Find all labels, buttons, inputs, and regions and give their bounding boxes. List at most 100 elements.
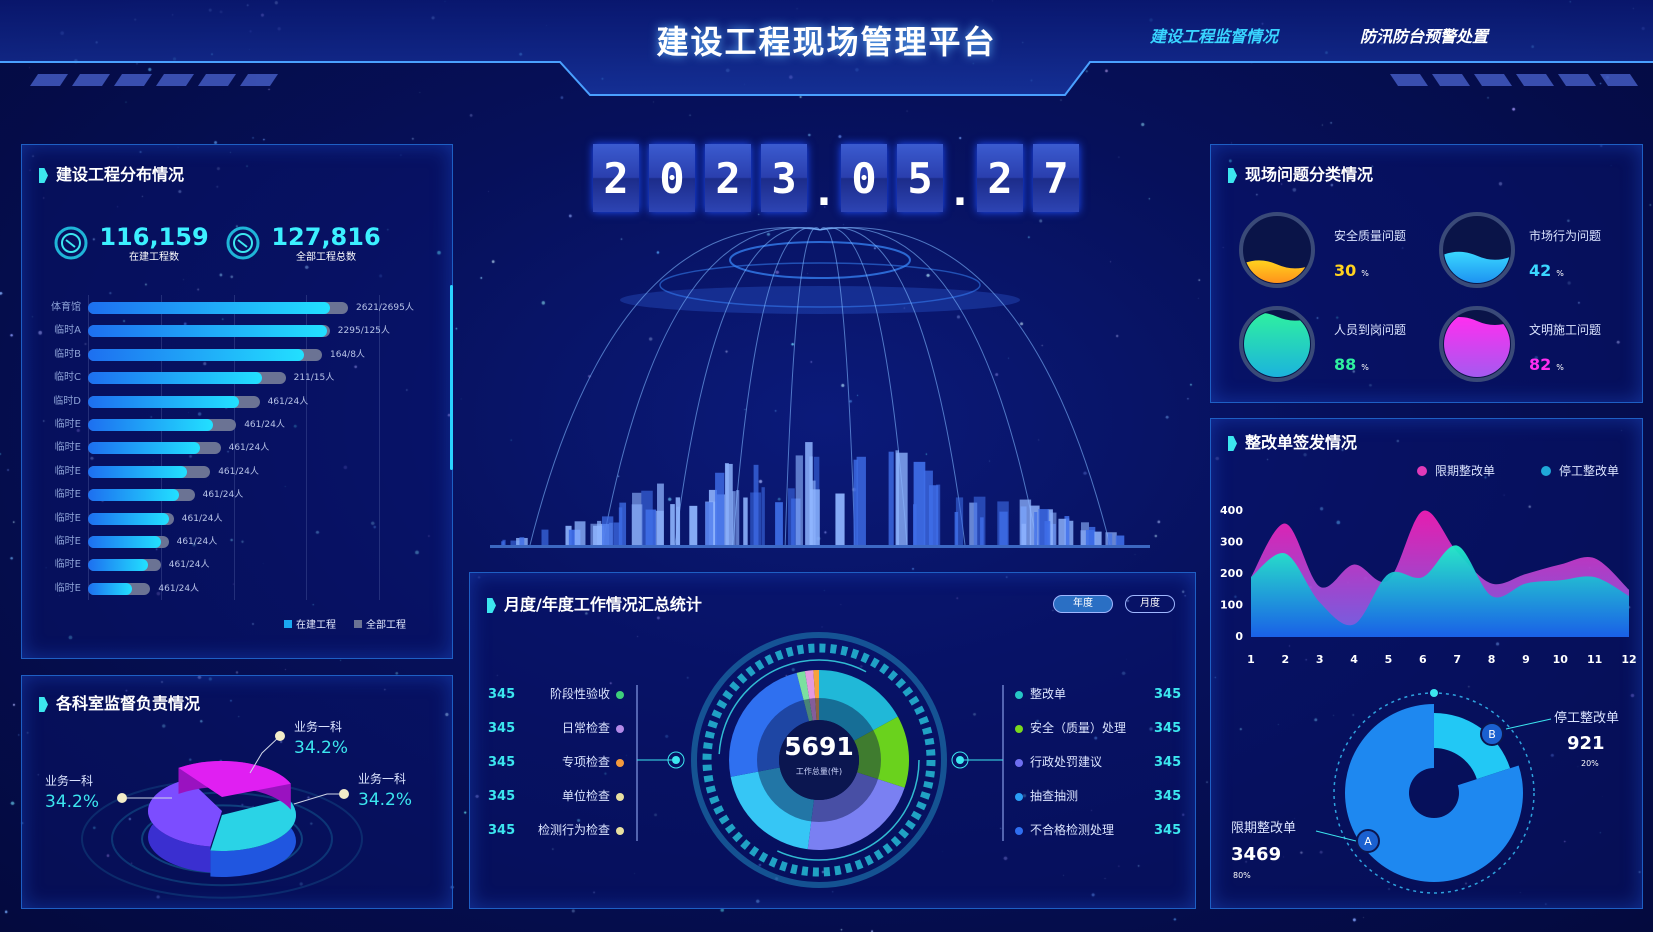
issue-unit: % (1361, 363, 1369, 372)
skyline-building (597, 520, 602, 545)
issue-percent: 30 (1334, 261, 1357, 280)
date-digit: 2 (977, 144, 1023, 212)
nav-supervision[interactable]: 建设工程监督情况 (1150, 27, 1279, 46)
rectification-panel: 整改单签发情况 限期整改单 停工整改单 0 100 200 300 400 1 2 3 4 5 6 7… (1210, 418, 1643, 909)
left-item-label: 专项检查 (561, 755, 610, 769)
date-digit: 2 (705, 144, 751, 212)
bar-label: 临时E (54, 465, 81, 477)
marker-circle (1480, 722, 1504, 746)
legend-work-stop: 停工整改单 (1541, 464, 1619, 479)
bar-value: 461/24人 (228, 443, 270, 454)
donut-segment-work-stop (1434, 713, 1511, 780)
left-item-label: 检测行为检查 (537, 823, 610, 837)
bar-built (88, 325, 328, 338)
tick-ring (702, 643, 936, 877)
skyline-building (1034, 512, 1038, 545)
issue-label: 人员到岗问题 (1334, 323, 1407, 337)
skyline-building (565, 525, 572, 545)
x-tick-label: 7 (1453, 653, 1461, 666)
left-item-value: 345 (488, 823, 516, 838)
bar-built (88, 465, 187, 478)
y-tick-label: 200 (1220, 567, 1243, 580)
skyline-building (731, 491, 736, 545)
skyline-building (969, 502, 978, 545)
dome-meridian (784, 227, 821, 546)
skyline-building (999, 511, 1008, 545)
right-item-label: 安全（质量）处理 (1030, 721, 1127, 735)
skyline-building (928, 485, 939, 545)
leader-dot (275, 731, 285, 741)
toggle-year-button[interactable]: 年度 (1053, 595, 1113, 613)
dome-meridian (819, 227, 1038, 546)
right-item-label: 抽查抽测 (1030, 789, 1079, 803)
right-item-dot (1015, 793, 1023, 801)
limited-period-label: 限期整改单 (1231, 821, 1297, 836)
donut-segment (804, 670, 817, 721)
bar-label: 临时E (54, 419, 81, 430)
scrollbar[interactable] (450, 285, 453, 470)
stat-total-label: 全部工程总数 (296, 252, 356, 263)
skyline-building (632, 492, 642, 545)
summary-donut-chart (636, 632, 1004, 888)
departments-panel: 各科室监督负责情况 业务一科 34.2% 业务一科 34.2% 业务一科 34.… (21, 675, 453, 909)
limited-period-percent: 80% (1233, 871, 1251, 880)
gridline (234, 295, 235, 600)
skyline-building (1050, 512, 1057, 545)
x-tick-label: 2 (1282, 653, 1290, 666)
skyline-building (1021, 523, 1026, 545)
pie-slice-top-top (178, 761, 291, 797)
dome-meridian (819, 227, 1111, 546)
outer-ring (691, 632, 947, 888)
skyline-building (753, 464, 759, 545)
skyline-building (736, 490, 740, 545)
pie-slice-right-top (210, 798, 296, 851)
skyline-building (1019, 499, 1032, 545)
marker-label: A (1364, 835, 1372, 848)
nav-flood-warning[interactable]: 防汛防台预警处置 (1360, 27, 1489, 46)
issue-percent-row: 30% (1334, 261, 1369, 281)
departments-3d-pie (81, 731, 363, 899)
bar-built (88, 512, 169, 525)
bar-built (88, 442, 200, 455)
date-digit: 5 (897, 144, 943, 212)
pie-slice-left-top (148, 778, 222, 847)
x-tick-label: 9 (1522, 653, 1530, 666)
x-tick-label: 4 (1350, 653, 1358, 666)
skyline-building (835, 493, 845, 545)
stat-under-construction: 116,159 在建工程数 (94, 223, 214, 264)
skyline-building (913, 461, 926, 545)
dome-ring (729, 241, 911, 279)
y-tick-label: 400 (1220, 504, 1243, 517)
left-item-dot (616, 725, 624, 733)
dome-meridian (732, 227, 821, 546)
connector-node (672, 756, 680, 764)
distribution-title: 建设工程分布情况 (56, 165, 185, 184)
work-stop-label: 停工整改单 (1554, 711, 1620, 726)
bar-label: 临时E (54, 442, 81, 454)
issue-percent-row: 82% (1529, 355, 1564, 375)
bar-value: 461/24人 (176, 537, 218, 547)
summary-total-label: 工作总量(件) (795, 767, 843, 776)
skyline-building (775, 502, 783, 545)
right-item-label: 不合格检测处理 (1030, 823, 1115, 837)
toggle-month-button[interactable]: 月度 (1125, 595, 1175, 613)
bar-built (88, 582, 133, 595)
right-item-value: 345 (1154, 687, 1182, 702)
issue-label: 安全质量问题 (1334, 229, 1407, 243)
header: 建设工程现场管理平台 建设工程监督情况 防汛防台预警处置 (0, 0, 1653, 100)
leader-dot (339, 789, 349, 799)
donut-segment (819, 670, 898, 741)
bar-value: 461/24人 (181, 513, 223, 524)
limited-period-value: 3469 (1231, 844, 1282, 865)
donut-segment (807, 772, 905, 850)
left-item-value: 345 (488, 687, 516, 702)
dome-meridian (819, 227, 966, 546)
skyline-building (888, 451, 894, 545)
slice-label-left: 业务一科 (45, 774, 94, 788)
departments-title: 各科室监督负责情况 (56, 694, 201, 713)
bar-label: 临时E (54, 559, 81, 571)
pie-slice-right-side (210, 798, 296, 877)
right-item-value: 345 (1154, 755, 1182, 770)
skyline-building (761, 487, 765, 545)
